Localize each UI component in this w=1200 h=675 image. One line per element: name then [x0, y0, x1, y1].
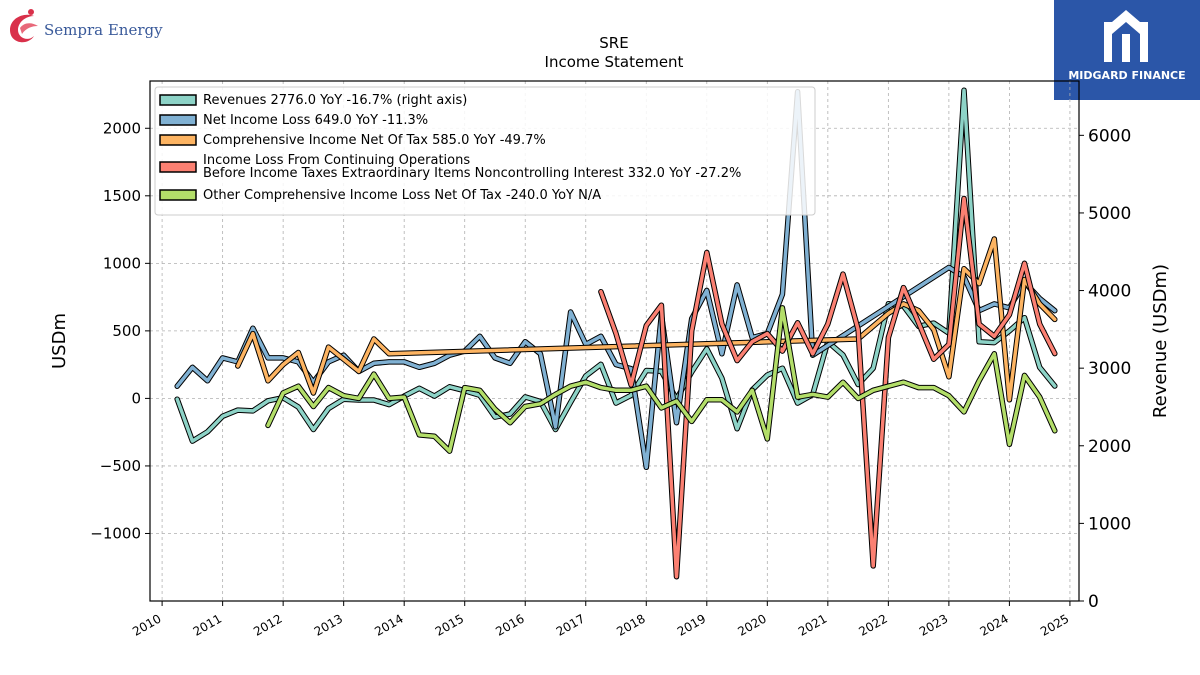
- x-axis: 2010 2011 2012 2013 2014 2015 2016 2017 2018 2019…: [130, 601, 1071, 639]
- legend-entry-label: Before Income Taxes Extraordinary Items …: [203, 166, 741, 181]
- x-tick-label: 2024: [977, 611, 1010, 638]
- y-left-tick-label: −1000: [90, 524, 141, 542]
- y-left-tick-label: 0: [131, 389, 141, 407]
- x-tick-label: 2012: [251, 611, 284, 638]
- y-right-tick-label: 5000: [1088, 204, 1131, 224]
- series-line-3: [599, 196, 1057, 579]
- midgard-finance-logo: MIDGARD FINANCE: [1054, 0, 1200, 100]
- x-tick-label: 2010: [130, 611, 163, 638]
- series-line-0: [175, 88, 1057, 443]
- x-tick-label: 2011: [191, 611, 224, 638]
- legend-swatch: [159, 114, 197, 126]
- y-axis-left: −1000 −500 0 500 1000 1500 2000: [90, 119, 150, 542]
- legend: Revenues 2776.0 YoY -16.7% (right axis) N…: [154, 86, 816, 216]
- chart-title: SRE: [599, 34, 628, 52]
- y-axis-right: 0 1000 2000 3000 4000 5000 6000: [1079, 126, 1131, 612]
- x-tick-label: 2022: [856, 611, 889, 638]
- x-tick-label: 2018: [614, 611, 647, 638]
- y-left-tick-label: 500: [112, 322, 141, 340]
- y-left-tick-label: 2000: [103, 119, 141, 137]
- legend-entry-label: Net Income Loss 649.0 YoY -11.3%: [203, 113, 428, 128]
- legend-entry-label: Income Loss From Continuing Operations: [203, 153, 470, 168]
- sempra-energy-logo: Sempra Energy: [4, 4, 179, 48]
- y-right-tick-label: 6000: [1088, 126, 1131, 146]
- legend-swatch: [159, 94, 197, 106]
- legend-swatch: [159, 161, 197, 173]
- x-tick-label: 2023: [917, 611, 950, 638]
- series-line-2: [236, 237, 1057, 402]
- legend-swatch: [159, 134, 197, 146]
- x-tick-label: 2017: [554, 611, 587, 638]
- y-left-tick-label: 1000: [103, 254, 141, 272]
- legend-box: [154, 86, 816, 216]
- series-lines: [174, 87, 1058, 580]
- y-axis-right-label: Revenue (USDm): [1150, 264, 1171, 418]
- y-right-tick-label: 4000: [1088, 282, 1131, 302]
- y-right-tick-label: 1000: [1088, 514, 1131, 534]
- chart-subtitle: Income Statement: [545, 53, 684, 71]
- y-axis-left-label: USDm: [49, 313, 70, 369]
- x-tick-label: 2013: [312, 611, 345, 638]
- x-tick-label: 2016: [493, 611, 526, 638]
- legend-swatch: [159, 189, 197, 201]
- x-tick-label: 2020: [735, 611, 768, 638]
- plot-area-frame: [149, 80, 1080, 602]
- x-tick-label: 2014: [372, 611, 405, 638]
- x-tick-label: 2015: [433, 611, 466, 638]
- x-tick-label: 2021: [796, 611, 829, 638]
- company-logo-text: Sempra Energy: [44, 21, 163, 39]
- x-tick-label: 2019: [675, 611, 708, 638]
- series-line-4: [266, 306, 1057, 453]
- legend-entry-label: Comprehensive Income Net Of Tax 585.0 Yo…: [203, 133, 546, 148]
- legend-entry-label: Other Comprehensive Income Loss Net Of T…: [203, 188, 601, 203]
- y-left-tick-label: −500: [100, 457, 141, 475]
- y-right-tick-label: 2000: [1088, 437, 1131, 457]
- sempra-flame-icon: [10, 9, 38, 43]
- y-left-tick-label: 1500: [103, 187, 141, 205]
- y-right-tick-label: 3000: [1088, 359, 1131, 379]
- legend-entry-label: Revenues 2776.0 YoY -16.7% (right axis): [203, 93, 467, 108]
- brand-logo-text: MIDGARD FINANCE: [1068, 69, 1186, 82]
- y-right-tick-label: 0: [1088, 592, 1099, 612]
- x-tick-label: 2025: [1038, 611, 1071, 638]
- midgard-emblem-icon: [1104, 10, 1148, 62]
